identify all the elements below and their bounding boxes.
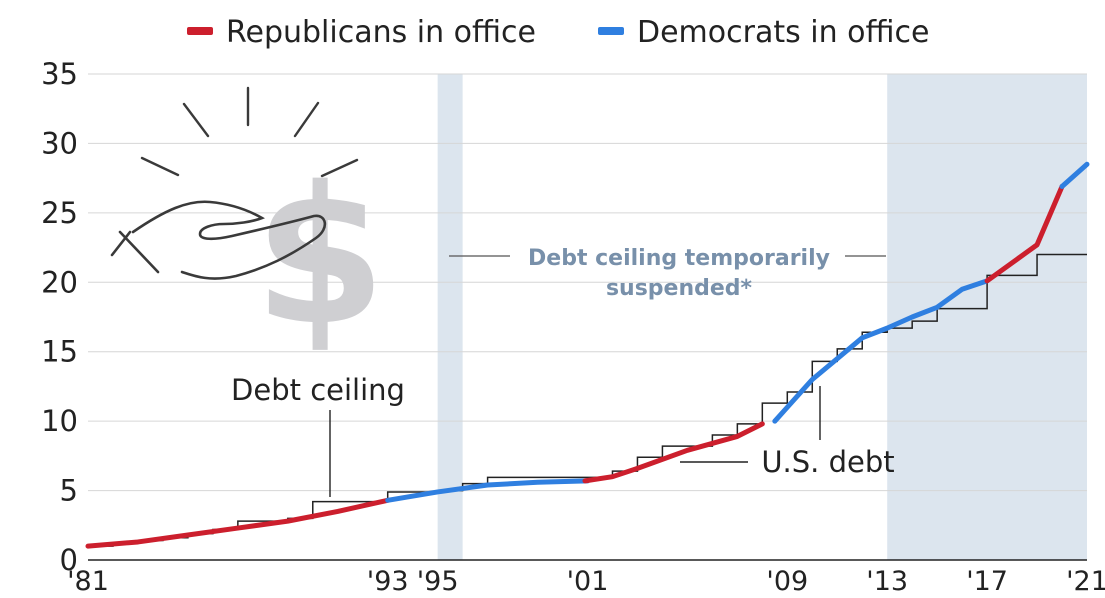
legend: Republicans in office Democrats in offic… (187, 15, 929, 50)
shaded-periods (437, 74, 1087, 560)
x-tick-label: '21 (1066, 566, 1105, 594)
suspended-annotation-line1: Debt ceiling temporarily (528, 246, 830, 271)
suspended-annotation-line2: suspended* (606, 276, 753, 301)
hand-icon (110, 200, 327, 280)
x-tick-label: '95 (417, 566, 459, 594)
debt-segment-republican-2 (582, 421, 765, 484)
x-tick-label: '17 (966, 566, 1008, 594)
x-tick-label: '09 (766, 566, 808, 594)
hand-dollar-illustration: $ (110, 86, 386, 367)
debt-segment-republican-0 (85, 497, 391, 549)
us-debt-label: U.S. debt (761, 445, 894, 479)
x-tick-label: '13 (866, 566, 908, 594)
dollar-icon: $ (254, 146, 386, 367)
us-debt-series (85, 161, 1090, 549)
shaded-period-1 (887, 74, 1087, 560)
debt-segment-democrat-5 (1059, 161, 1090, 189)
debt-ceiling-label: Debt ceiling (231, 373, 405, 407)
x-tick-label: '81 (67, 566, 109, 594)
legend-swatch-democrats (598, 27, 624, 35)
x-tick-label: '93 (367, 566, 409, 594)
debt-segment-democrat-1 (385, 478, 590, 503)
annotation-leaders (329, 386, 821, 497)
y-tick-label: 25 (41, 196, 78, 230)
x-tick-label: '01 (567, 566, 609, 594)
y-tick-label: 20 (41, 265, 78, 299)
legend-label-democrats: Democrats in office (637, 15, 929, 50)
legend-swatch-republicans (187, 27, 213, 35)
y-tick-label: 15 (41, 335, 78, 369)
shaded-period-0 (437, 74, 463, 560)
legend-label-republicans: Republicans in office (226, 15, 536, 50)
y-tick-label: 0 (60, 543, 78, 577)
shine-rays (140, 86, 359, 178)
debt-segment-republican-4 (984, 183, 1065, 284)
x-axis-ticks: '81 '93 '95 '01 '09 '13 '17 '21 (67, 566, 1105, 597)
debt-segment-democrat-3 (772, 278, 990, 424)
y-tick-label: 5 (60, 474, 78, 508)
y-tick-label: 10 (41, 404, 78, 438)
y-tick-label: 35 (41, 57, 78, 91)
y-axis-ticks: 0 5 10 15 20 25 30 35 (41, 57, 78, 577)
y-tick-label: 30 (41, 126, 78, 160)
